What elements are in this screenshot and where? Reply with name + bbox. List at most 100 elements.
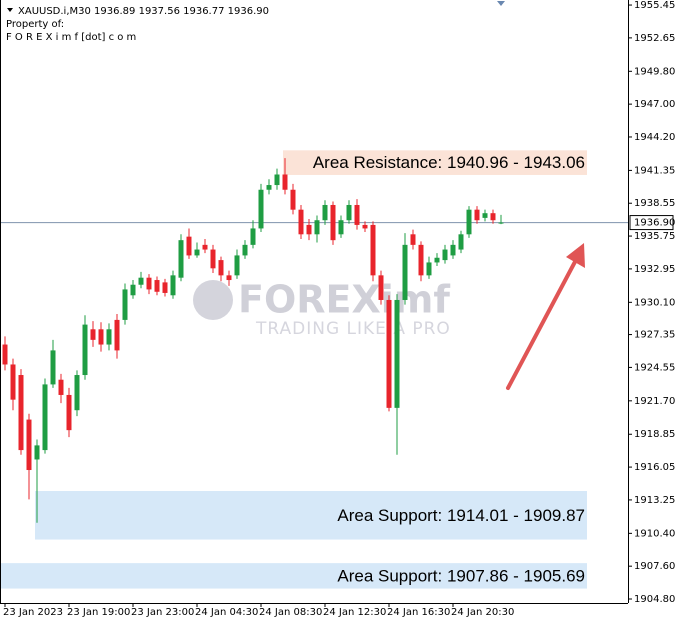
current-price-box (629, 215, 674, 231)
y-tick-label: 1918.85 (634, 429, 675, 440)
candle-body (50, 350, 56, 385)
candle-body (90, 329, 96, 340)
candle-body (250, 228, 256, 245)
x-tick-label: 24 Jan 08:30 (259, 607, 322, 618)
candle-body (130, 284, 136, 296)
x-tick-label: 23 Jan 23:00 (131, 607, 194, 618)
y-tick-label: 1921.70 (634, 396, 675, 407)
watermark-tagline: TRADING LIKE A PRO (255, 319, 451, 339)
candle-body (354, 204, 360, 225)
owner-label: Property of: (6, 19, 64, 30)
candle-body (450, 244, 456, 256)
candle-body (346, 204, 352, 221)
candle-body (338, 220, 344, 235)
candle-body (282, 174, 288, 190)
y-tick-label: 1955.45 (634, 0, 675, 11)
candle-body (394, 299, 400, 408)
y-tick-label: 1913.25 (634, 495, 675, 506)
candle-body (314, 220, 320, 235)
candle-body (242, 244, 248, 256)
candle-body (58, 379, 64, 395)
candle-body (362, 224, 368, 229)
candle-body (274, 174, 280, 186)
y-tick-label: 1930.10 (634, 297, 675, 308)
watermark: FOREXimf TRADING LIKE A PRO (193, 278, 451, 339)
candle-body (114, 319, 120, 351)
candle-body (146, 277, 152, 290)
candle-body (194, 249, 200, 256)
zone-label: Area Support: 1914.01 - 1909.87 (337, 506, 585, 525)
y-tick-label: 1949.80 (634, 66, 675, 77)
candle-body (210, 249, 216, 269)
y-tick-label: 1952.65 (634, 33, 675, 44)
x-tick-label: 24 Jan 04:30 (195, 607, 258, 618)
y-tick-label: 1916.05 (634, 462, 675, 473)
trend-arrowhead (566, 243, 585, 268)
y-tick-label: 1907.60 (634, 561, 675, 572)
zones: Area Resistance: 1940.96 - 1943.06 Area S… (0, 150, 587, 589)
candle-body (170, 275, 176, 296)
candle-body (266, 185, 272, 190)
y-tick-label: 1910.40 (634, 528, 675, 539)
candle-body (138, 277, 144, 285)
candle-body (178, 240, 184, 278)
candle-body (258, 189, 264, 229)
candle-body (154, 280, 160, 292)
y-tick-label: 1924.55 (634, 362, 675, 373)
candle-body (378, 275, 384, 300)
x-tick-label: 23 Jan 2023 (3, 607, 63, 618)
candle-body (410, 234, 416, 245)
candle-body (482, 213, 488, 218)
zone (283, 150, 587, 175)
x-tick-label: 24 Jan 16:30 (387, 607, 450, 618)
candle-body (370, 224, 376, 276)
zone (0, 563, 587, 589)
candle-body (26, 419, 32, 471)
y-tick-label: 1947.00 (634, 99, 675, 110)
x-tick-label: 24 Jan 12:30 (323, 607, 386, 618)
candle-body (426, 262, 432, 276)
y-tick-label: 1941.35 (634, 165, 675, 176)
candle-body (442, 249, 448, 261)
x-tick-label: 23 Jan 19:00 (67, 607, 130, 618)
plot (0, 158, 628, 523)
candle-body (418, 244, 424, 276)
candle-body (330, 204, 336, 241)
trend-arrow (506, 256, 579, 390)
candle-body (322, 204, 328, 221)
y-tick-label: 1944.20 (634, 132, 675, 143)
y-tick-label: 1904.80 (634, 594, 675, 605)
candle-body (402, 244, 408, 300)
candle-body (386, 299, 392, 408)
y-tick-label: 1927.35 (634, 330, 675, 341)
candle-body (202, 244, 208, 250)
candle-body (498, 222, 504, 224)
candle-body (82, 324, 88, 376)
candle-body (474, 209, 480, 221)
y-tick-label: 1932.95 (634, 264, 675, 275)
candle-body (234, 255, 240, 276)
candle-body (458, 234, 464, 250)
menu-arrow (7, 8, 13, 12)
candle-body (18, 375, 24, 451)
candle-body (290, 189, 296, 210)
owner: F O R E X i m f [dot] c o m (6, 32, 136, 43)
watermark-logo (193, 280, 233, 320)
x-tick-label: 24 Jan 20:30 (451, 607, 514, 618)
candle-body (226, 275, 232, 281)
candle-body (98, 329, 104, 345)
candle-body (66, 394, 72, 431)
candle-body (122, 289, 128, 320)
candle-body (106, 329, 112, 345)
candle-body (306, 224, 312, 235)
shift-marker (497, 1, 505, 6)
candle-body (434, 257, 440, 263)
candle-body (34, 445, 40, 460)
candle-body (298, 209, 304, 235)
zone-label: Area Resistance: 1940.96 - 1943.06 (313, 153, 585, 172)
candle-body (218, 260, 224, 276)
y-tick-label: 1938.55 (634, 198, 675, 209)
candle-body (466, 209, 472, 235)
candle-body (42, 384, 48, 451)
